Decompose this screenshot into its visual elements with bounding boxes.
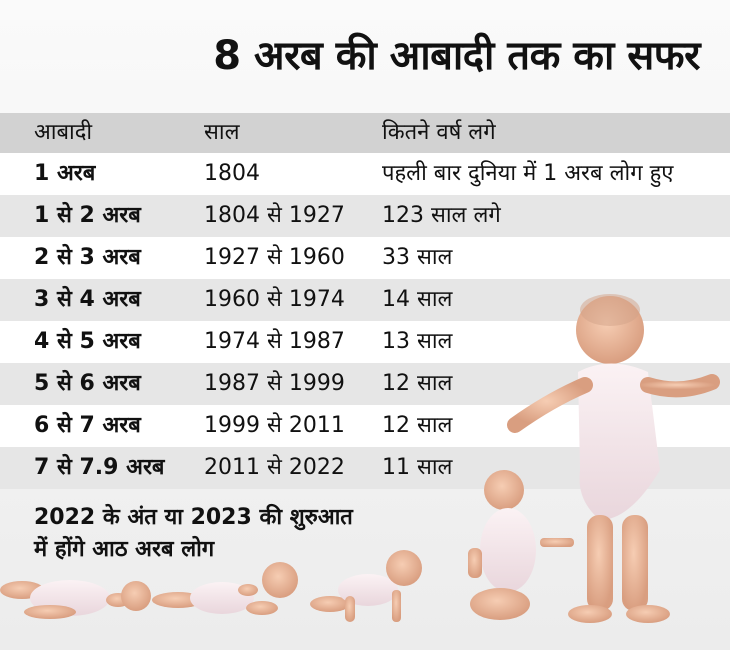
table-row: 7 से 7.9 अरब 2011 से 2022 11 साल [0, 447, 730, 489]
population-cell: 4 से 5 अरब [34, 329, 141, 354]
year-cell: 1804 से 1927 [204, 203, 345, 228]
year-cell: 1974 से 1987 [204, 329, 345, 354]
year-cell: 1960 से 1974 [204, 287, 345, 312]
year-cell: 1999 से 2011 [204, 413, 345, 438]
footnote-line-2: में होंगे आठ अरब लोग [34, 537, 215, 562]
table-row: 4 से 5 अरब 1974 से 1987 13 साल [0, 321, 730, 363]
header-population: आबादी [34, 120, 93, 145]
table-row: 1 अरब 1804 पहली बार दुनिया में 1 अरब लोग… [0, 153, 730, 195]
year-cell: 2011 से 2022 [204, 455, 345, 480]
population-table: आबादी साल कितने वर्ष लगे 1 अरब 1804 पहली… [0, 113, 730, 489]
years-taken-cell: पहली बार दुनिया में 1 अरब लोग हुए [382, 161, 674, 186]
years-taken-cell: 11 साल [382, 455, 453, 480]
years-taken-cell: 123 साल लगे [382, 203, 501, 228]
years-taken-cell: 12 साल [382, 371, 453, 396]
population-cell: 3 से 4 अरब [34, 287, 141, 312]
header-year: साल [204, 120, 240, 145]
years-taken-cell: 12 साल [382, 413, 453, 438]
year-cell: 1927 से 1960 [204, 245, 345, 270]
population-cell: 6 से 7 अरब [34, 413, 141, 438]
tummy-baby-image [152, 562, 298, 615]
population-cell: 1 से 2 अरब [34, 203, 141, 228]
table-row: 2 से 3 अरब 1927 से 1960 33 साल [0, 237, 730, 279]
footnote-line-1: 2022 के अंत या 2023 की शुरुआत [34, 505, 353, 530]
years-taken-cell: 13 साल [382, 329, 453, 354]
page-title: 8 अरब की आबादी तक का सफर [213, 33, 700, 79]
table-header-row: आबादी साल कितने वर्ष लगे [0, 113, 730, 153]
population-cell: 7 से 7.9 अरब [34, 455, 165, 480]
table-row: 6 से 7 अरब 1999 से 2011 12 साल [0, 405, 730, 447]
table-row: 3 से 4 अरब 1960 से 1974 14 साल [0, 279, 730, 321]
population-cell: 1 अरब [34, 161, 96, 186]
table-row: 5 से 6 अरब 1987 से 1999 12 साल [0, 363, 730, 405]
years-taken-cell: 14 साल [382, 287, 453, 312]
kneeling-baby-image [468, 470, 574, 620]
population-cell: 2 से 3 अरब [34, 245, 141, 270]
population-cell: 5 से 6 अरब [34, 371, 141, 396]
years-taken-cell: 33 साल [382, 245, 453, 270]
year-cell: 1804 [204, 161, 260, 186]
lying-baby-image [0, 580, 151, 619]
table-row: 1 से 2 अरब 1804 से 1927 123 साल लगे [0, 195, 730, 237]
year-cell: 1987 से 1999 [204, 371, 345, 396]
footnote: 2022 के अंत या 2023 की शुरुआत में होंगे … [34, 502, 474, 566]
header-years-taken: कितने वर्ष लगे [382, 120, 496, 145]
